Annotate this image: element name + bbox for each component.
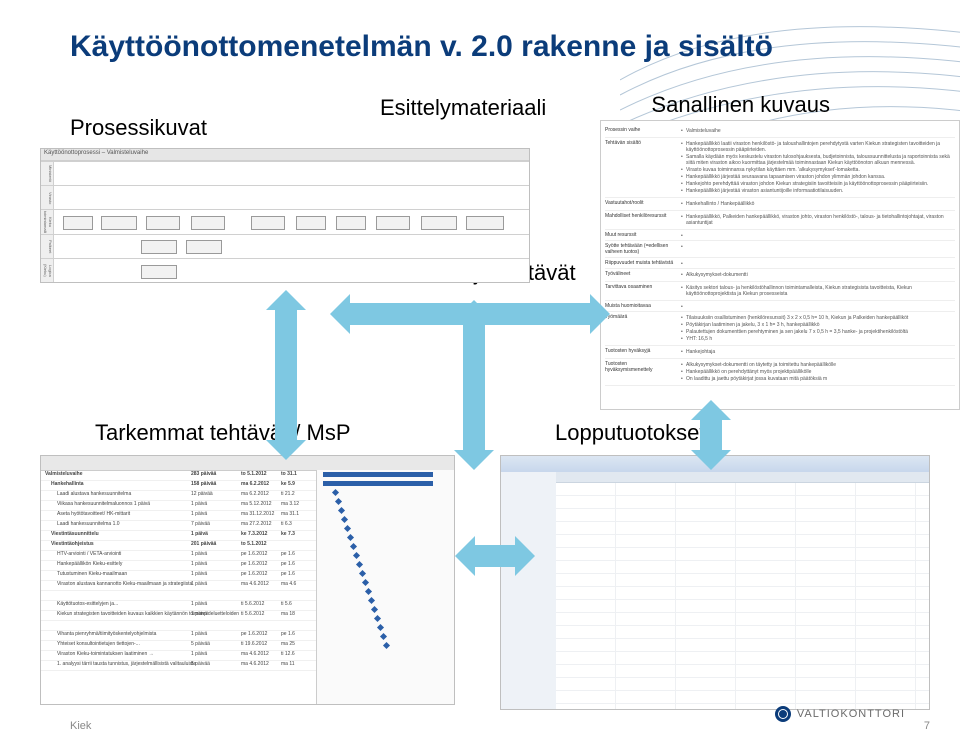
- footer-brand: VALTIOKONTTORI: [775, 706, 905, 722]
- label-detailed-tasks: Tarkemmat tehtävät / MsP: [95, 420, 351, 446]
- outputs-sidepanel: [501, 472, 557, 709]
- label-verbal-description: Sanallinen kuvaus: [651, 92, 830, 118]
- verbal-description-thumbnail: Prosessin vaiheValmisteluvaiheTehtävän s…: [600, 120, 960, 410]
- label-presentation-material: Esittelymateriaali: [380, 95, 546, 121]
- brand-text: VALTIOKONTTORI: [797, 708, 905, 720]
- gantt-thumbnail: Valmisteluvaihe283 päivääto 5.1.2012to 3…: [40, 455, 455, 705]
- page-number: 7: [924, 720, 930, 732]
- outputs-thumbnail: [500, 455, 930, 710]
- arrow-horizontal-bottom: [475, 545, 515, 567]
- process-diagram-thumbnail: Käyttöönottoprosessi – Valmisteluvaihe M…: [40, 148, 530, 283]
- gantt-header: [41, 456, 454, 471]
- gantt-chart-area: [316, 470, 454, 704]
- brand-icon: [775, 706, 791, 722]
- label-process-diagrams: Prosessikuvat: [70, 115, 207, 141]
- page-title: Käyttöönottomenetelmän v. 2.0 rakenne ja…: [70, 30, 773, 64]
- outputs-grid: [556, 472, 929, 709]
- footer-left-text: Kiek: [70, 720, 91, 732]
- arrow-vertical-left: [275, 310, 297, 440]
- process-diagram-title: Käyttöönottoprosessi – Valmisteluvaihe: [41, 149, 529, 161]
- arrow-vertical-right: [700, 420, 722, 450]
- arrow-vertical-mid: [463, 320, 485, 450]
- label-outputs: Lopputuotokset: [555, 420, 705, 446]
